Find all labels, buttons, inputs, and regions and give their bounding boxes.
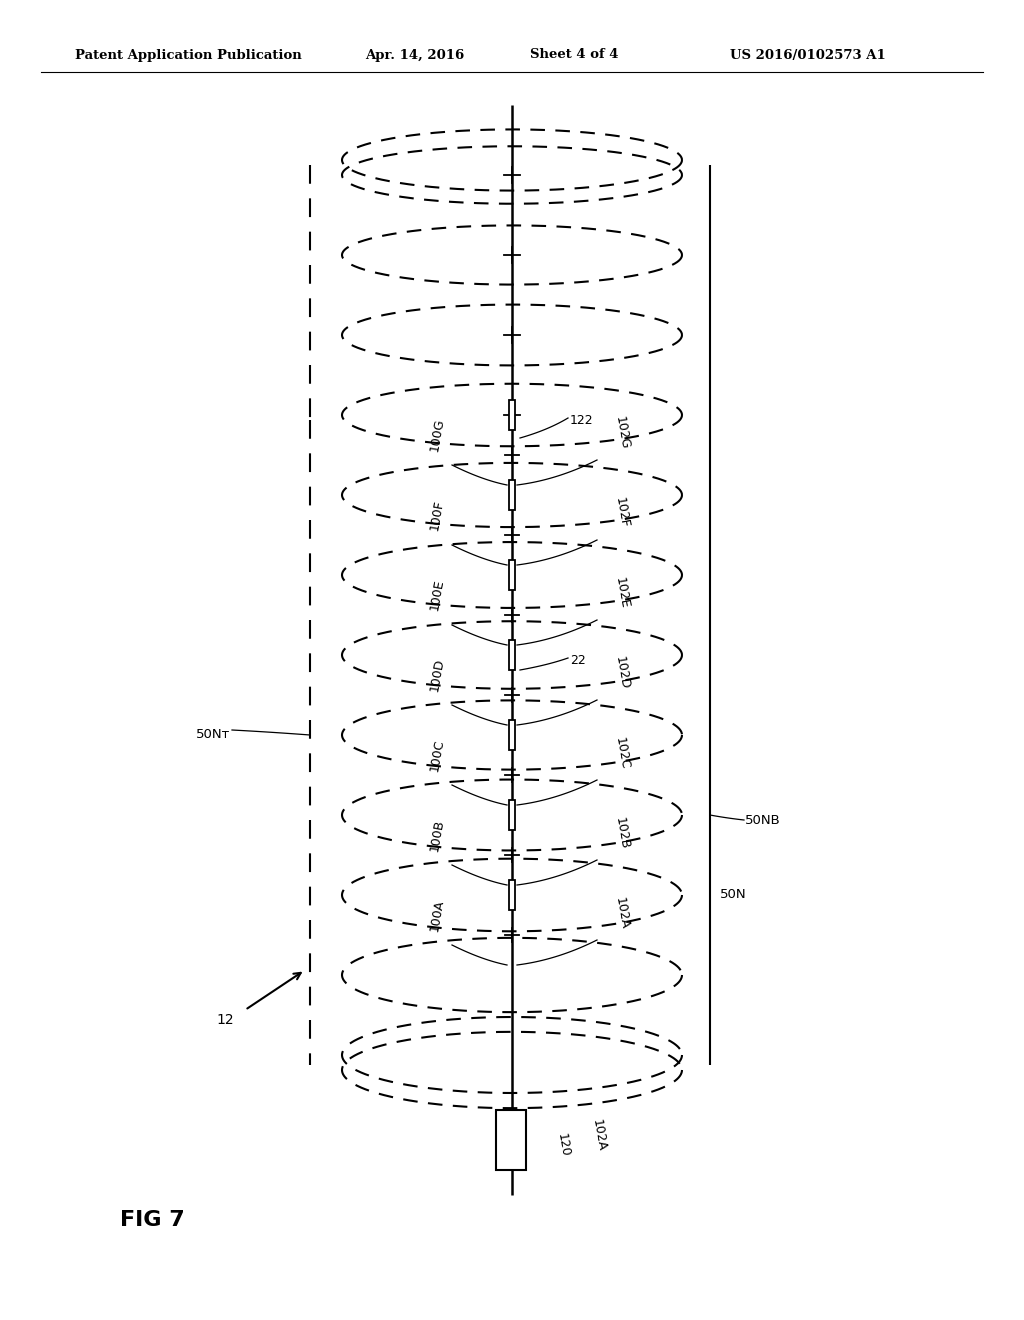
Bar (509, 560, 515, 590)
Text: 50Nᴛ: 50Nᴛ (196, 729, 230, 742)
Text: 22: 22 (570, 653, 586, 667)
Text: 12: 12 (216, 1012, 233, 1027)
Text: Sheet 4 of 4: Sheet 4 of 4 (530, 49, 618, 62)
Text: 102C: 102C (612, 735, 631, 770)
Text: 102D: 102D (612, 656, 632, 690)
Text: 102G: 102G (612, 416, 632, 450)
Bar (509, 400, 515, 430)
Text: US 2016/0102573 A1: US 2016/0102573 A1 (730, 49, 886, 62)
Bar (509, 880, 515, 909)
Text: 102B: 102B (612, 816, 631, 850)
Text: 100E: 100E (428, 578, 446, 611)
Text: Apr. 14, 2016: Apr. 14, 2016 (365, 49, 464, 62)
Text: 102A: 102A (590, 1118, 608, 1152)
Bar (509, 480, 515, 510)
Text: 50N: 50N (720, 888, 746, 902)
Text: 120: 120 (555, 1133, 572, 1158)
Text: 122: 122 (570, 413, 594, 426)
Bar (509, 719, 515, 750)
Text: 100C: 100C (428, 738, 446, 772)
Bar (509, 640, 515, 671)
Text: 50NB: 50NB (745, 813, 780, 826)
Bar (509, 800, 515, 830)
Text: 100A: 100A (428, 898, 446, 932)
Text: FIG 7: FIG 7 (120, 1210, 184, 1230)
Bar (496, 1110, 526, 1170)
Text: 100B: 100B (428, 818, 446, 853)
Text: 100F: 100F (428, 499, 446, 532)
Text: 102A: 102A (612, 896, 631, 931)
Text: 102E: 102E (612, 577, 631, 610)
Text: 100D: 100D (428, 657, 446, 693)
Text: 102F: 102F (613, 496, 631, 529)
Text: Patent Application Publication: Patent Application Publication (75, 49, 302, 62)
Text: 100G: 100G (428, 417, 446, 453)
